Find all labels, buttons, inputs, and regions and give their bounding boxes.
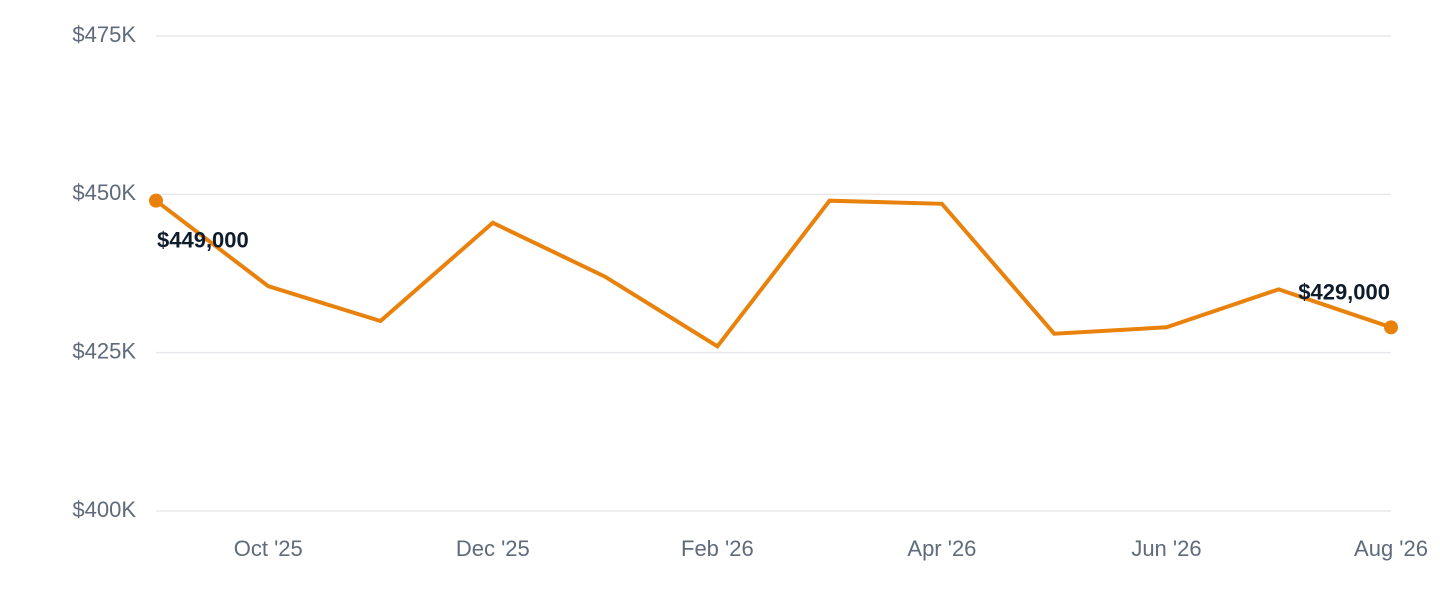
x-tick-label: Jun '26: [1131, 536, 1201, 561]
y-axis-tick-labels: $475K $450K $425K $400K: [72, 22, 136, 522]
y-tick-label: $450K: [72, 180, 136, 205]
x-tick-label: Feb '26: [681, 536, 754, 561]
x-tick-label: Apr '26: [907, 536, 976, 561]
endpoint-marker: [1384, 320, 1398, 335]
x-tick-label: Oct '25: [234, 536, 303, 561]
y-tick-label: $425K: [72, 338, 136, 363]
series-layer: [154, 198, 1393, 349]
y-tick-label: $400K: [72, 497, 136, 522]
data-label: $429,000: [1298, 279, 1390, 304]
endpoint-markers: [149, 193, 1398, 335]
x-tick-label: Dec '25: [456, 536, 530, 561]
data-label: $449,000: [157, 228, 249, 253]
series-line: [154, 198, 1393, 349]
x-tick-label: Aug '26: [1354, 536, 1428, 561]
y-tick-label: $475K: [72, 22, 136, 47]
endpoint-marker: [149, 193, 163, 208]
x-axis-tick-labels: Oct '25 Dec '25 Feb '26 Apr '26 Jun '26 Aug '…: [234, 536, 1428, 561]
gridlines: [156, 35, 1391, 512]
data-labels: $449,000 $429,000: [157, 228, 1390, 305]
